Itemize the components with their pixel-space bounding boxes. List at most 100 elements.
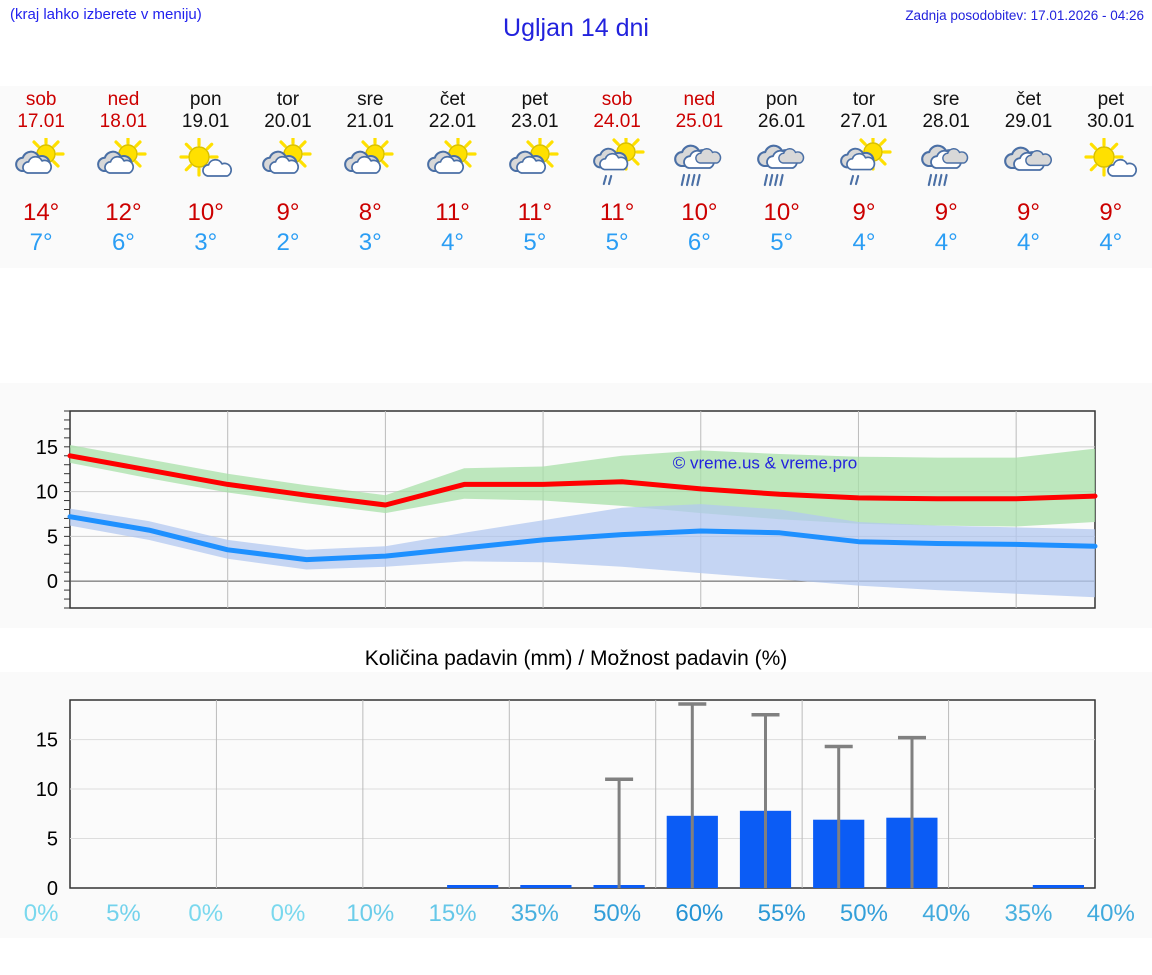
day-date: 24.01	[593, 111, 641, 132]
sun-cloud-light-rain-icon	[589, 136, 645, 192]
sun-behind-cloud-icon	[95, 136, 151, 192]
day-min-temp: 3°	[194, 229, 218, 256]
sun-small-cloud-icon	[178, 136, 234, 192]
day-name: čet	[439, 89, 466, 110]
page-title: Ugljan 14 dni	[503, 14, 649, 42]
day-column[interactable]: ned 18.01 12° 6°	[82, 86, 164, 268]
svg-text:© vreme.us & vreme.pro: © vreme.us & vreme.pro	[673, 453, 857, 472]
svg-text:10: 10	[36, 779, 58, 801]
precipitation-bar	[447, 885, 499, 888]
precipitation-chart-panel: 0 5 10 15	[0, 672, 1152, 903]
day-min-temp: 6°	[111, 229, 135, 256]
svg-text:15: 15	[36, 437, 58, 459]
day-max-temp: 9°	[934, 199, 958, 226]
precipitation-probability: 35%	[1004, 900, 1053, 927]
day-max-temp: 9°	[852, 199, 876, 226]
sun-behind-cloud-icon	[507, 136, 563, 192]
day-min-temp: 3°	[358, 229, 382, 256]
precipitation-probability: 0%	[188, 900, 224, 927]
sun-behind-cloud-icon	[13, 136, 69, 192]
svg-text:15: 15	[36, 730, 58, 752]
day-column[interactable]: sre 21.01 8° 3°	[329, 86, 411, 268]
precipitation-chart-title: Količina padavin (mm) / Možnost padavin …	[0, 647, 1152, 673]
cloud-rain-icon	[918, 136, 974, 192]
sun-behind-cloud-icon	[425, 136, 481, 192]
day-date: 23.01	[511, 111, 559, 132]
day-column[interactable]: sre 28.01 9° 4°	[905, 86, 987, 268]
day-column[interactable]: pon 19.01 10° 3°	[165, 86, 247, 268]
day-min-temp: 5°	[770, 229, 794, 256]
day-column[interactable]: tor 27.01 9° 4°	[823, 86, 905, 268]
day-max-temp: 14°	[22, 199, 60, 226]
day-date: 28.01	[922, 111, 970, 132]
day-date: 25.01	[675, 111, 724, 132]
svg-text:5: 5	[47, 526, 58, 548]
precipitation-probability: 55%	[757, 900, 806, 927]
day-date: 20.01	[264, 111, 312, 132]
precipitation-probability: 15%	[428, 900, 477, 927]
day-column[interactable]: pet 30.01 9° 4°	[1070, 86, 1152, 268]
day-max-temp: 11°	[517, 199, 553, 226]
precipitation-probability: 0%	[270, 900, 306, 927]
day-column[interactable]: čet 29.01 9° 4°	[987, 86, 1069, 268]
day-name: čet	[1015, 89, 1042, 110]
day-min-temp: 4°	[852, 229, 876, 256]
sun-small-cloud-icon	[1083, 136, 1139, 192]
precipitation-probability: 35%	[510, 900, 559, 927]
sun-cloud-light-rain-icon	[836, 136, 892, 192]
day-max-temp: 10°	[681, 199, 718, 226]
day-name: sob	[25, 89, 57, 110]
precipitation-bar	[520, 885, 572, 888]
precipitation-probability: 5%	[106, 900, 141, 927]
day-column[interactable]: ned 25.01 10° 6°	[658, 86, 740, 268]
day-min-temp: 4°	[441, 229, 465, 256]
day-min-temp: 5°	[605, 229, 629, 256]
day-name: sob	[601, 89, 633, 110]
day-column[interactable]: tor 20.01 9° 2°	[247, 86, 329, 268]
precipitation-chart: 0 5 10 15	[36, 699, 1096, 900]
page-header: (kraj lahko izberete v meniju) Ugljan 14…	[0, 0, 1152, 58]
precipitation-probability-row: 0% 5% 0% 0% 10% 15% 35% 50% 60% 55% 50% 40% 35% 40%	[0, 900, 1152, 938]
day-date: 18.01	[99, 111, 148, 132]
sun-behind-cloud-icon	[342, 136, 398, 192]
day-max-temp: 9°	[1017, 199, 1040, 226]
day-name: tor	[276, 89, 300, 110]
day-column[interactable]: čet 22.01 11° 4°	[411, 86, 493, 268]
temperature-chart: 0 5 10 15 © vreme.us & vreme.pro	[36, 410, 1098, 609]
day-column[interactable]: pon 26.01 10° 5°	[741, 86, 823, 268]
day-max-temp: 12°	[105, 199, 142, 226]
day-max-temp: 8°	[358, 199, 382, 226]
day-name: pon	[189, 89, 222, 110]
cloud-icon	[1001, 136, 1057, 192]
day-date: 21.01	[346, 111, 395, 132]
day-date: 30.01	[1087, 111, 1135, 132]
day-column[interactable]: sob 17.01 14° 7°	[0, 86, 82, 268]
day-column[interactable]: pet 23.01 11° 5°	[494, 86, 576, 268]
day-column[interactable]: sob 24.01 11° 5°	[576, 86, 658, 268]
day-date: 26.01	[757, 111, 806, 132]
day-name: tor	[852, 89, 876, 110]
svg-text:0: 0	[47, 571, 58, 593]
day-min-temp: 2°	[276, 229, 300, 256]
day-name: ned	[683, 89, 716, 110]
day-date: 29.01	[1004, 111, 1053, 132]
cloud-rain-icon	[671, 136, 727, 192]
cloud-rain-icon	[754, 136, 810, 192]
precipitation-probability: 10%	[346, 900, 395, 927]
svg-text:10: 10	[36, 482, 58, 504]
day-min-temp: 4°	[1099, 229, 1123, 256]
day-date: 19.01	[181, 111, 230, 132]
day-min-temp: 5°	[523, 229, 547, 256]
menu-hint-text: (kraj lahko izberete v meniju)	[10, 6, 202, 23]
daily-forecast-strip: sob 17.01 14° 7° ned 18.01 12° 6° pon 19.01 10°…	[0, 86, 1152, 268]
last-updated-text: Zadnja posodobitev: 17.01.2026 - 04:26	[905, 8, 1144, 23]
day-max-temp: 10°	[187, 199, 224, 226]
day-name: pet	[521, 89, 549, 110]
day-min-temp: 7°	[29, 229, 53, 256]
day-max-temp: 9°	[276, 199, 300, 226]
temperature-chart-panel: 0 5 10 15 © vreme.us & vreme.pro	[0, 383, 1152, 628]
svg-text:5: 5	[47, 829, 58, 851]
day-min-temp: 4°	[934, 229, 958, 256]
precipitation-probability: 50%	[839, 900, 888, 927]
